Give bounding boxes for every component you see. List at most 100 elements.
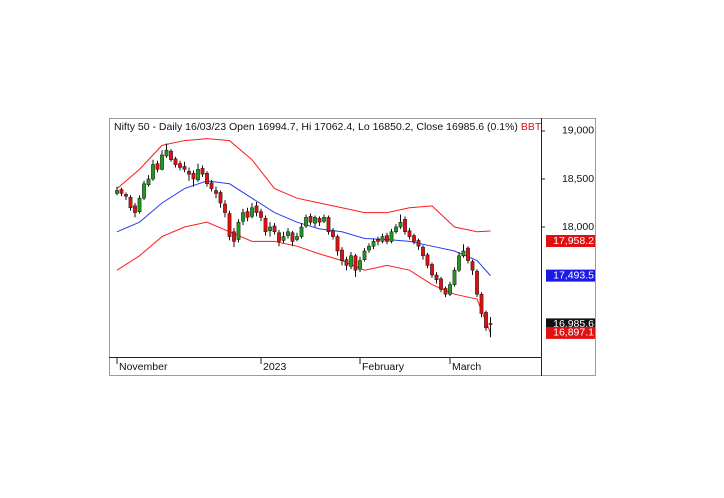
candle-body bbox=[227, 213, 232, 237]
candle-body bbox=[232, 231, 236, 242]
y-tick-label: 19,000 bbox=[562, 125, 594, 137]
candle-body bbox=[299, 226, 304, 237]
x-tick-label: 2023 bbox=[263, 361, 287, 373]
candle-body bbox=[367, 245, 371, 251]
candle-body bbox=[362, 250, 367, 260]
candle-body bbox=[308, 216, 313, 223]
title-text: Nifty 50 - Daily 16/03/23 Open 16994.7, … bbox=[114, 121, 518, 133]
candle-body bbox=[263, 218, 268, 233]
candle-body bbox=[425, 254, 430, 266]
candle-body bbox=[200, 168, 205, 175]
candle-body bbox=[304, 217, 308, 227]
candle-body bbox=[277, 232, 281, 242]
candle-body bbox=[326, 217, 331, 233]
candle-body bbox=[430, 264, 434, 276]
candle-body bbox=[160, 154, 164, 170]
candle-body bbox=[353, 255, 358, 271]
y-tick-label: 18,500 bbox=[562, 173, 594, 185]
candle-body bbox=[272, 225, 277, 233]
y-tick-label: 18,000 bbox=[562, 221, 594, 233]
chart-title: Nifty 50 - Daily 16/03/23 Open 16994.7, … bbox=[114, 121, 545, 133]
candle-body bbox=[236, 221, 241, 240]
candle-body bbox=[191, 172, 196, 180]
candle-body bbox=[421, 246, 425, 257]
candle-body bbox=[187, 171, 191, 175]
band-line bbox=[116, 180, 491, 276]
x-tick-label: November bbox=[119, 361, 168, 373]
band-line bbox=[116, 221, 491, 334]
candle-body bbox=[349, 255, 353, 267]
candle-body bbox=[322, 217, 326, 222]
candle-body bbox=[241, 212, 245, 222]
candle-body bbox=[268, 226, 272, 232]
candle-body bbox=[385, 235, 389, 242]
candle-body bbox=[142, 183, 146, 199]
candle-body bbox=[254, 205, 259, 213]
plot bbox=[115, 138, 493, 338]
candle-body bbox=[317, 218, 322, 223]
title-group: Nifty 50 - Daily 16/03/23 Open 16994.7, … bbox=[114, 121, 545, 133]
candle-body bbox=[358, 260, 362, 270]
price-label-box bbox=[546, 326, 595, 339]
candle-body bbox=[119, 189, 124, 194]
candle-body bbox=[403, 219, 407, 233]
candle-body bbox=[151, 164, 155, 180]
candle-body bbox=[470, 261, 475, 271]
candle-body bbox=[214, 190, 218, 194]
candle-body bbox=[376, 239, 380, 242]
candle-body bbox=[196, 169, 200, 181]
candle-body bbox=[466, 247, 470, 261]
candle-body bbox=[389, 231, 394, 242]
candle-body bbox=[182, 166, 187, 170]
chart-frame bbox=[109, 118, 596, 376]
candle-body bbox=[124, 194, 128, 197]
band-line bbox=[116, 138, 491, 233]
candle-body bbox=[448, 284, 452, 295]
candle-body bbox=[259, 211, 263, 218]
price-label-box bbox=[546, 269, 595, 282]
candle-body bbox=[205, 172, 209, 185]
candle-body bbox=[313, 217, 317, 224]
candle-body bbox=[173, 158, 178, 165]
candle-body bbox=[412, 235, 416, 242]
candle-body bbox=[286, 231, 290, 236]
candle-body bbox=[475, 270, 479, 295]
candle-body bbox=[335, 236, 340, 252]
price-label: 17,493.5 bbox=[553, 269, 594, 281]
candle-body bbox=[407, 230, 412, 237]
candle-body bbox=[380, 236, 385, 242]
candle-body bbox=[331, 230, 335, 237]
candle-body bbox=[371, 241, 376, 247]
candle-body bbox=[398, 221, 403, 228]
candle-body bbox=[290, 232, 295, 242]
candle-body bbox=[146, 178, 151, 185]
candle-body bbox=[218, 192, 223, 204]
candle-body bbox=[137, 197, 142, 212]
candle-body bbox=[344, 259, 349, 266]
candle-body bbox=[443, 288, 448, 295]
candle-body bbox=[164, 149, 169, 157]
candle-body bbox=[416, 240, 421, 247]
candle-body bbox=[394, 226, 398, 233]
candle-body bbox=[178, 163, 182, 168]
candle-body bbox=[281, 236, 286, 241]
candle-body bbox=[245, 211, 250, 218]
candle-body bbox=[479, 293, 484, 314]
candle-body bbox=[340, 249, 344, 261]
candle-body bbox=[295, 236, 299, 240]
candle-body bbox=[452, 269, 457, 285]
candle-body bbox=[133, 205, 137, 213]
candle-body bbox=[434, 274, 439, 281]
candle-body bbox=[128, 196, 133, 209]
candle-body bbox=[488, 323, 493, 325]
candle-body bbox=[250, 207, 254, 217]
indicator-name: BBT( bbox=[521, 121, 545, 133]
price-label: 16,897.1 bbox=[553, 327, 594, 339]
candle-body bbox=[115, 190, 119, 194]
candle-body bbox=[223, 203, 227, 213]
candle-body bbox=[461, 250, 466, 257]
price-label-box bbox=[546, 234, 595, 247]
price-label: 17,958.2 bbox=[553, 235, 594, 247]
candle-body bbox=[457, 255, 461, 271]
x-tick-label: February bbox=[362, 361, 405, 373]
